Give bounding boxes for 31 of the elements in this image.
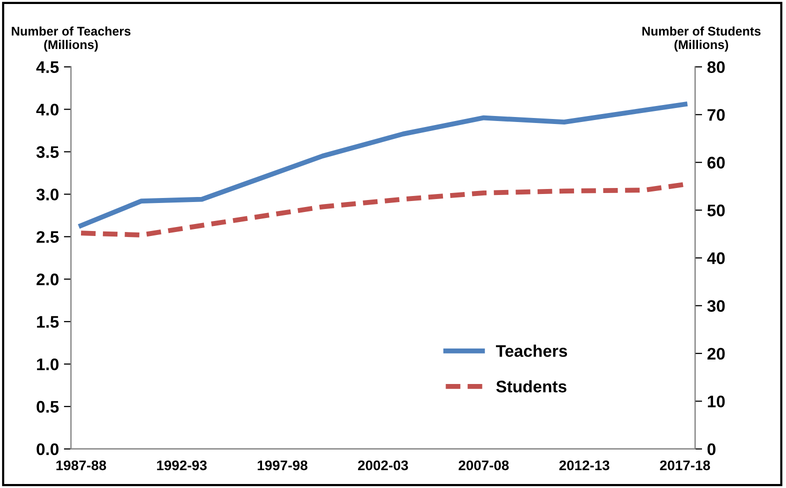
y-tick-label: 0.5 (36, 400, 59, 413)
y-axis-title: Number of Teachers (Millions) (12, 26, 130, 52)
y2-tick-label: 0 (708, 443, 716, 456)
y-tick-label: 4.5 (36, 61, 59, 74)
x-tick-label: 1997-98 (258, 460, 308, 470)
y2-tick-label: 70 (708, 109, 725, 121)
y2-tick-label: 60 (707, 156, 725, 169)
x-tick-label: 2012-13 (559, 460, 610, 470)
y-tick-label: 3.5 (36, 146, 59, 158)
legend-label: Teachers (496, 344, 568, 357)
y-tick-label: 0.0 (36, 443, 58, 456)
y-tick-label: 1.5 (37, 316, 59, 328)
y-tick-label: 2.0 (36, 274, 58, 286)
y2-tick-label: 80 (707, 61, 725, 74)
y-tick-label: 2.5 (36, 231, 59, 243)
y-tick-label: 3.0 (36, 188, 58, 200)
x-tick-label: 1987-88 (56, 460, 106, 470)
line-series (78, 102, 688, 228)
legend-label: Students (496, 380, 566, 392)
y-tick-label: 4.0 (36, 104, 58, 116)
y2-tick-label: 50 (707, 204, 725, 216)
x-tick-label: 1992-93 (157, 460, 207, 470)
y2-tick-label: 20 (707, 348, 725, 360)
y-tick-label: 1.0 (37, 358, 58, 370)
y2-tick-label: 40 (707, 252, 725, 264)
y2-tick-label: 10 (708, 396, 725, 408)
x-tick-label: 2002-03 (358, 460, 408, 470)
y2-axis-title: Number of Students (Millions) (642, 26, 761, 52)
x-tick-label: 2017-18 (660, 460, 710, 470)
y2-tick-label: 30 (707, 300, 725, 312)
x-tick-label: 2007-08 (458, 460, 509, 470)
